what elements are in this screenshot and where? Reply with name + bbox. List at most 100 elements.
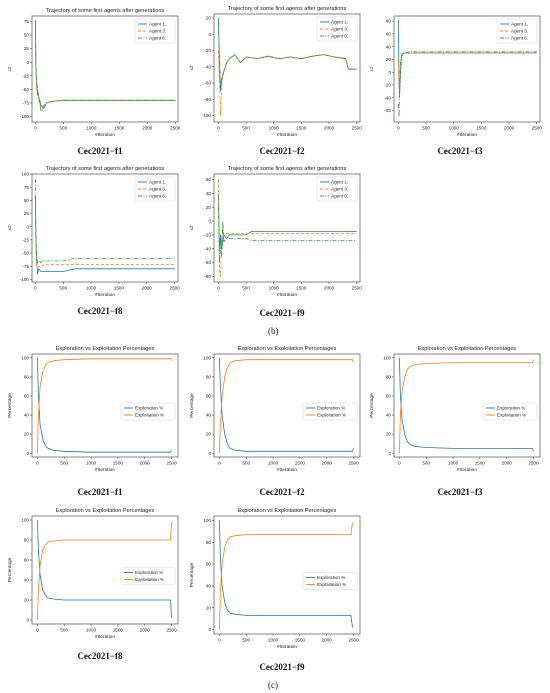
y-tick-label: -80 — [204, 97, 211, 102]
y-tick-label: -100 — [20, 277, 30, 282]
x-tick-label: 2500 — [348, 638, 359, 643]
x-tick-label: 1000 — [269, 286, 280, 291]
y-tick-label: 80 — [206, 540, 212, 545]
legend-label: Exploitation % — [317, 413, 346, 418]
chart-svg-traj-f9: Trajectory of some first agents after ge… — [189, 166, 362, 298]
y-tick-label: 40 — [24, 578, 30, 583]
plot-frame — [31, 515, 179, 625]
y-tick-label: -60 — [204, 81, 211, 86]
chart-ee-f2: Exploration vs Exploitation Percentages 0… — [188, 342, 368, 477]
y-axis-label: x2 — [189, 225, 195, 230]
y-tick-label: -25 — [22, 237, 29, 242]
x-tick-label: 0 — [36, 628, 39, 633]
legend-box — [302, 402, 358, 421]
y-tick-label: -60 — [384, 108, 391, 113]
x-tick-label: 500 — [60, 628, 68, 633]
y-tick-label: 40 — [206, 191, 212, 196]
chart-title: Trajectory of some first agents after ge… — [46, 8, 165, 14]
legend-label: Exploitation % — [497, 413, 526, 418]
x-tick-label: 1000 — [86, 126, 97, 131]
chart-svg-traj-f8: Trajectory of some first agents after ge… — [7, 166, 180, 298]
x-tick-label: 1000 — [86, 628, 97, 633]
x-tick-label: 500 — [242, 461, 250, 466]
chart-ee-f9: Exploration vs Exploitation Percentages 0… — [188, 504, 368, 654]
chart-ee-f8: Exploration vs Exploitation Percentages 0… — [6, 504, 186, 644]
x-tick-label: 0 — [34, 126, 37, 131]
legend: Exploration % Exploitation % — [120, 402, 176, 421]
y-tick-label: 60 — [386, 31, 392, 36]
series-line — [218, 50, 357, 116]
x-tick-label: 2500 — [528, 461, 539, 466]
x-tick-label: 2500 — [532, 126, 543, 131]
y-tick-label: 80 — [24, 538, 30, 543]
y-tick-label: -20 — [204, 233, 211, 238]
series-line — [399, 357, 534, 452]
y-tick-label: 60 — [386, 394, 392, 399]
y-tick-label: 25 — [24, 211, 30, 216]
chart-svg-traj-f2: Trajectory of some first agents after ge… — [189, 6, 363, 138]
legend-label: Agent 6. — [331, 194, 348, 199]
y-axis-label: Percentage — [7, 393, 13, 418]
legend-label: Agent 3. — [331, 27, 348, 32]
x-tick-label: 2000 — [322, 461, 333, 466]
series-line — [35, 40, 176, 109]
x-tick-label: 500 — [60, 461, 68, 466]
x-tick-label: 2500 — [348, 461, 359, 466]
x-tick-label: 1500 — [296, 286, 307, 291]
x-tick-label: 1500 — [295, 461, 306, 466]
chart-traj-f2: Trajectory of some first agents after ge… — [188, 2, 368, 142]
y-tick-label: -20 — [204, 48, 211, 53]
chart-title: Exploration vs Exploitation Percentages — [418, 346, 517, 352]
x-tick-label: 1500 — [114, 286, 125, 291]
legend: Agent 1. Agent 3. Agent 6. — [134, 176, 176, 202]
legend-box — [134, 18, 176, 44]
chart-title: Trajectory of some first agents after ge… — [228, 6, 347, 12]
x-tick-label: 2000 — [142, 126, 153, 131]
y-tick-label: 100 — [203, 355, 211, 360]
chart-traj-f1: Trajectory of some first agents after ge… — [6, 4, 186, 142]
legend: Agent 1. Agent 3. Agent 6. — [316, 16, 358, 42]
x-tick-label: 2500 — [170, 126, 181, 131]
series-line — [398, 51, 537, 118]
x-axis-label: #Iteration — [95, 467, 115, 473]
caption-traj-f1: Cec2021−f1 — [77, 146, 123, 156]
legend: Agent 1. Agent 3. Agent 6. — [316, 176, 358, 202]
y-tick-label: 20 — [206, 16, 212, 21]
caption-traj-f9: Cec2021−f9 — [259, 308, 305, 318]
y-tick-label: 60 — [206, 177, 212, 182]
legend-label: Exploration % — [135, 570, 163, 575]
y-tick-label: 80 — [206, 374, 212, 379]
x-tick-label: 0 — [217, 286, 220, 291]
x-tick-label: 2500 — [166, 628, 177, 633]
x-tick-label: 0 — [397, 126, 400, 131]
x-tick-label: 500 — [422, 126, 430, 131]
chart-svg-ee-f3: Exploration vs Exploitation Percentages 0… — [369, 346, 541, 473]
series-line — [34, 179, 175, 264]
y-tick-label: 100 — [21, 518, 29, 523]
chart-traj-f8: Trajectory of some first agents after ge… — [6, 162, 186, 302]
y-tick-label: 20 — [206, 205, 212, 210]
legend-label: Agent 6. — [149, 194, 166, 199]
y-tick-label: 60 — [24, 394, 30, 399]
chart-traj-f3: 0 500 1000 1500 2000 2500 -60 -40 -20 0 20 40 60 80 #I… — [368, 4, 548, 142]
series-line — [219, 522, 353, 630]
x-tick-label: 2500 — [352, 126, 363, 131]
chart-svg-ee-f8: Exploration vs Exploitation Percentages 0… — [7, 508, 179, 640]
chart-title: Exploration vs Exploitation Percentages — [56, 508, 155, 514]
y-tick-label: -75 — [22, 101, 29, 106]
series-line — [34, 210, 175, 270]
y-tick-label: 50 — [24, 198, 30, 203]
legend-label: Exploration % — [317, 575, 345, 580]
x-tick-label: 1000 — [86, 461, 97, 466]
y-tick-label: 100 — [21, 172, 29, 177]
x-tick-label: 1000 — [268, 638, 279, 643]
legend-label: Exploitation % — [135, 577, 164, 582]
x-tick-label: 1500 — [114, 126, 125, 131]
y-tick-label: 25 — [24, 46, 30, 51]
y-tick-label: -25 — [22, 73, 29, 78]
legend-label: Exploration % — [135, 406, 163, 411]
x-axis-label: #Iteration — [277, 132, 297, 138]
caption-ee-f8: Cec2021−f8 — [77, 651, 123, 661]
x-tick-label: 1500 — [113, 628, 124, 633]
chart-svg-ee-f2: Exploration vs Exploitation Percentages 0… — [189, 346, 361, 473]
